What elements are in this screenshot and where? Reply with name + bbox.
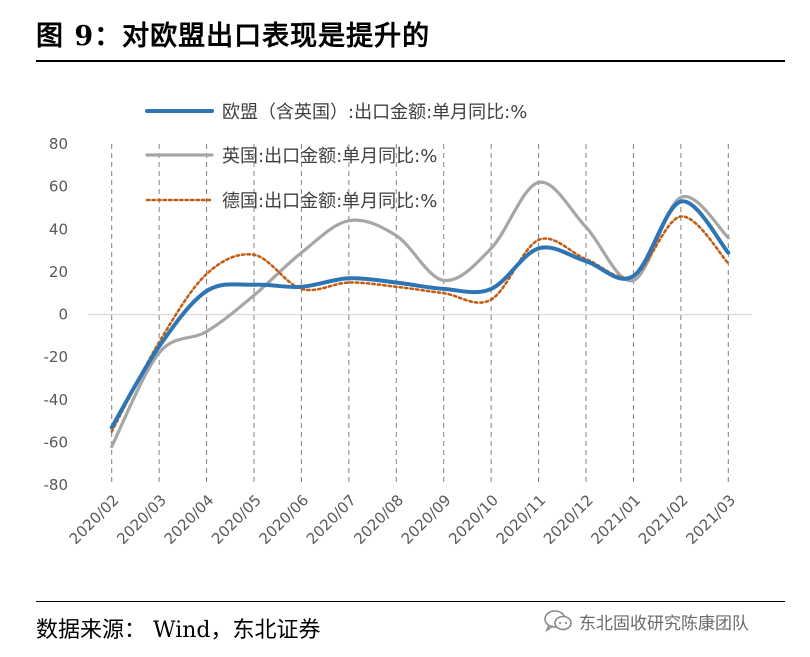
watermark-text: 东北固收研究陈康团队 [579, 613, 749, 634]
x-tick-label: 2020/03 [113, 491, 170, 548]
x-tick-label: 2020/04 [161, 491, 218, 548]
series-line-3 [110, 215, 730, 433]
y-tick-label: 60 [49, 178, 68, 196]
y-tick-label: -20 [44, 348, 69, 366]
x-tick-label: 2020/08 [350, 491, 407, 548]
x-tick-label: 2020/02 [66, 491, 123, 548]
legend-label: 欧盟（含英国）:出口金额:单月同比:% [222, 102, 527, 123]
x-tick-label: 2020/09 [398, 491, 455, 548]
y-tick-label: -80 [44, 476, 69, 494]
series-line-2 [110, 180, 730, 449]
figure-title: 图 9：对欧盟出口表现是提升的 [36, 21, 431, 52]
x-tick-label: 2020/10 [445, 491, 502, 548]
series-line-1 [109, 199, 731, 430]
x-tick-label: 2021/02 [635, 491, 692, 548]
y-tick-label: 80 [49, 135, 68, 153]
watermark: 东北固收研究陈康团队 [543, 608, 749, 634]
y-tick-label: 0 [58, 306, 68, 324]
y-tick-label: -40 [44, 391, 69, 409]
x-tick-label: 2020/07 [303, 491, 360, 548]
source-rule [36, 601, 785, 602]
x-tick-label: 2021/01 [587, 491, 644, 548]
title-rule [36, 60, 785, 62]
x-tick-label: 2020/06 [255, 491, 312, 548]
legend-label: 德国:出口金额:单月同比:% [222, 191, 437, 212]
source-note: 数据来源： Wind，东北证券 [36, 618, 321, 643]
y-tick-label: 40 [49, 220, 68, 238]
x-tick-label: 2020/12 [540, 491, 597, 548]
x-tick-label: 2021/03 [682, 491, 739, 548]
y-tick-label: -60 [44, 433, 69, 451]
line-chart: -80-60-40-200204060802020/022020/032020/… [44, 102, 752, 548]
x-tick-label: 2020/05 [208, 491, 265, 548]
x-tick-label: 2020/11 [493, 491, 550, 548]
series-lines [109, 180, 731, 449]
legend: 欧盟（含英国）:出口金额:单月同比:% 英国:出口金额:单月同比:% 德国:出口金额… [145, 102, 527, 212]
y-tick-label: 20 [49, 263, 68, 281]
legend-label: 英国:出口金额:单月同比:% [222, 146, 437, 167]
wechat-chat-icon [544, 610, 572, 633]
